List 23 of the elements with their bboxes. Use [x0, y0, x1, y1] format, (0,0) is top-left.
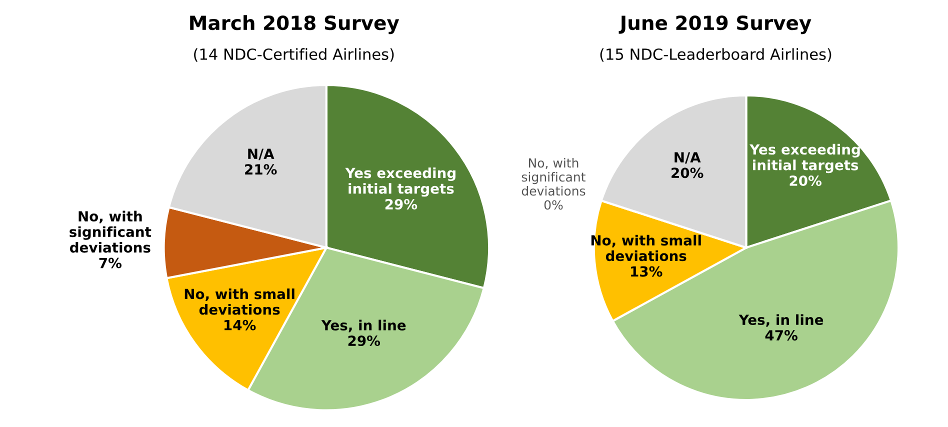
data-label: 14%	[224, 320, 256, 330]
text: 0%	[544, 200, 563, 210]
chart-title: June 2019 Survey	[618, 15, 812, 34]
data-label: 29%	[385, 199, 418, 210]
data-label: 21%	[245, 164, 277, 175]
category-label: No, with significant deviations	[522, 158, 586, 196]
data-label: 29%	[348, 336, 380, 346]
chart-title: March 2018 Survey	[190, 15, 400, 34]
slice-label: Yes, in line	[321, 320, 406, 332]
chart-subtitle: (15 NDC-Leaderboard Airlines)	[600, 48, 832, 62]
slice-label: N/A	[248, 148, 274, 160]
data-label: 20%	[672, 168, 704, 178]
slice-label: Yes exceeding initial targets	[750, 144, 860, 174]
data-label: 13%	[631, 266, 662, 277]
data-label: 20%	[790, 175, 822, 186]
slice-label: No, with significant deviations	[70, 210, 152, 253]
slice-label: Yes, in line	[738, 314, 824, 327]
slice-label: No, with small deviations	[184, 288, 294, 315]
slice-label: Yes exceeding initial targets	[345, 167, 456, 197]
chart-subtitle: (14 NDC-Certified Airlines)	[194, 48, 394, 62]
data-label: 7%	[99, 258, 122, 268]
data-label: 47%	[765, 330, 798, 341]
slice-label: N/A	[674, 152, 701, 164]
